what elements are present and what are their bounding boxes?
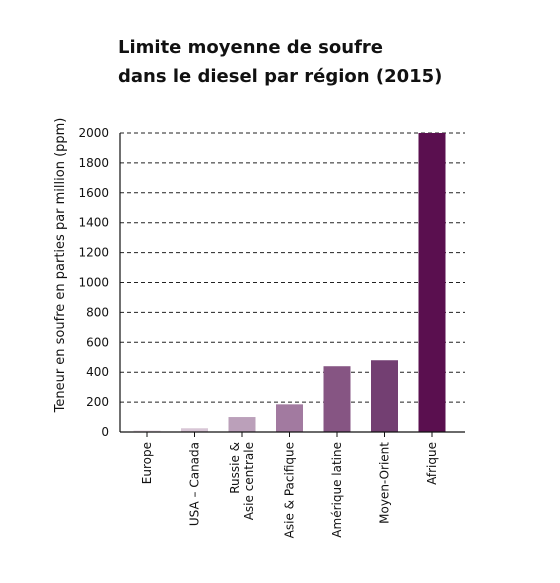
- y-tick-label: 800: [86, 305, 109, 319]
- chart-title-line2: dans le diesel par région (2015): [118, 66, 443, 87]
- y-tick-labels: 0 200 400 600 800 1000 1200 1400 1600 1800 2000: [78, 126, 109, 439]
- bar: [133, 430, 161, 432]
- x-category-label: USA – Canada: [188, 442, 202, 526]
- x-category-label: Asie & Pacifique: [283, 442, 297, 538]
- y-tick-label: 200: [86, 395, 109, 409]
- y-tick-label: 1800: [78, 156, 109, 170]
- bar: [276, 404, 303, 432]
- y-tick-label: 600: [86, 335, 109, 349]
- y-tick-label: 1200: [78, 246, 109, 260]
- y-tick-label: 1400: [78, 216, 109, 230]
- bars: [133, 133, 446, 432]
- y-tick-label: 1600: [78, 186, 109, 200]
- x-category-label: Europe: [140, 442, 154, 484]
- y-tick-label: 400: [86, 365, 109, 379]
- bar: [323, 366, 351, 432]
- axes: [119, 133, 465, 437]
- bar: [181, 428, 208, 432]
- y-tick-label: 2000: [78, 126, 109, 140]
- x-category-label: Moyen-Orient: [378, 442, 392, 524]
- bar: [371, 360, 398, 432]
- x-category-labels: Europe USA – Canada Russie & Asie centrale A…: [140, 442, 439, 539]
- y-tick-label: 0: [101, 425, 109, 439]
- bar: [228, 417, 256, 432]
- chart-title: Limite moyenne de soufre dans le diesel …: [118, 33, 442, 91]
- bar: [418, 133, 446, 432]
- x-category-label: Russie &: [228, 442, 242, 494]
- y-axis-label: Teneur en soufre en parties par million …: [53, 118, 68, 414]
- x-category-label: Afrique: [425, 442, 439, 485]
- gridlines: [120, 132, 465, 403]
- y-tick-label: 1000: [78, 276, 109, 290]
- chart-title-line1: Limite moyenne de soufre: [118, 37, 383, 58]
- x-category-label: Amérique latine: [330, 442, 344, 538]
- x-category-label: Asie centrale: [242, 442, 256, 520]
